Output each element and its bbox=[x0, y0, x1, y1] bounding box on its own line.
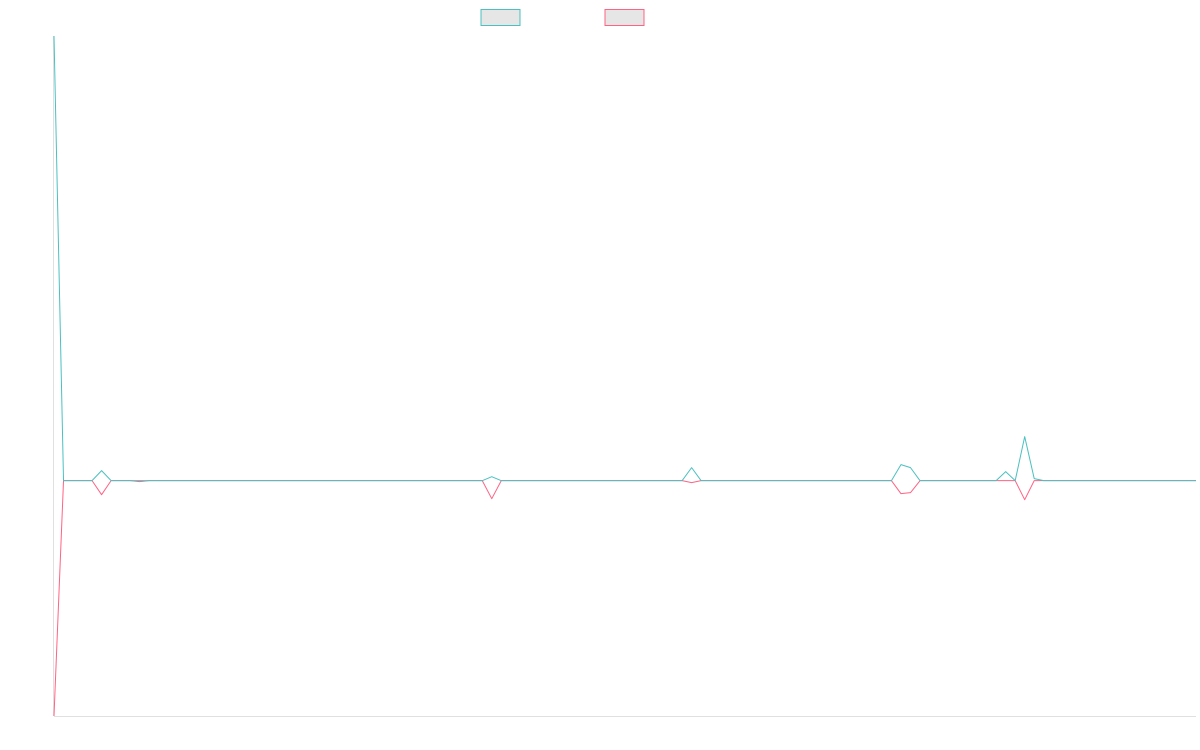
plot-area bbox=[53, 35, 1196, 717]
legend-swatch-series-2[interactable] bbox=[604, 9, 645, 26]
legend[interactable] bbox=[480, 9, 645, 26]
series-line-2 bbox=[53, 480, 1196, 717]
legend-swatch-series-1[interactable] bbox=[480, 9, 521, 26]
axes bbox=[53, 36, 1196, 717]
series-line-1 bbox=[53, 35, 1196, 482]
